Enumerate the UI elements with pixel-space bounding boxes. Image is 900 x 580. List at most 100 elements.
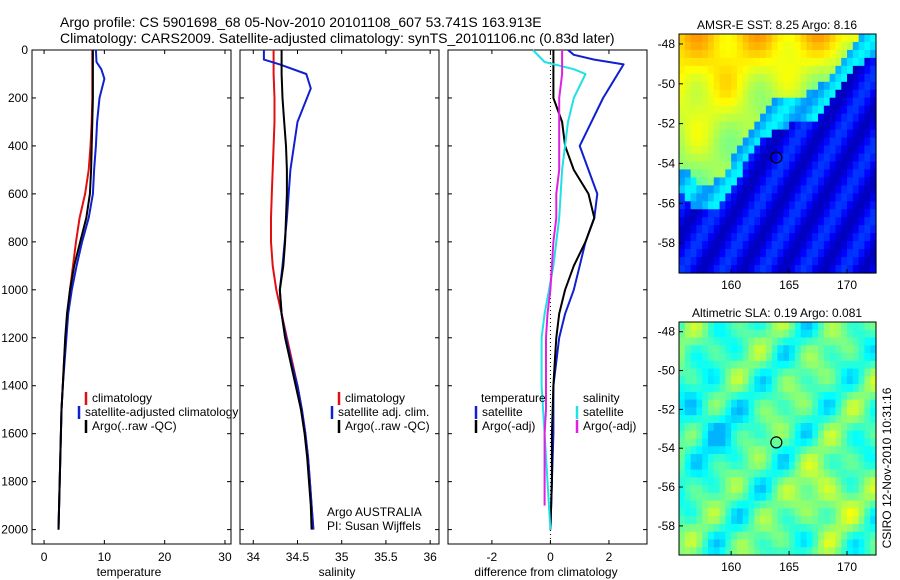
heatmap-cell bbox=[852, 113, 860, 123]
heatmap-cell bbox=[742, 137, 750, 147]
heatmap-cell bbox=[794, 65, 802, 75]
heatmap-cell bbox=[684, 89, 692, 99]
heatmap-cell bbox=[794, 492, 802, 502]
heatmap-cell bbox=[707, 430, 715, 440]
heatmap-cell bbox=[841, 193, 848, 202]
heatmap-cell bbox=[679, 137, 686, 147]
heatmap-cell bbox=[800, 547, 808, 556]
heatmap-cell bbox=[760, 257, 767, 266]
heatmap-cell bbox=[864, 531, 871, 541]
heatmap-cell bbox=[794, 454, 802, 463]
heatmap-cell bbox=[754, 57, 761, 67]
heatmap-cell bbox=[870, 500, 877, 509]
heatmap-cell bbox=[754, 454, 761, 463]
heatmap-cell bbox=[713, 415, 721, 424]
heatmap-cell bbox=[783, 89, 790, 99]
heatmap-cell bbox=[765, 337, 773, 346]
heatmap-cell bbox=[829, 145, 837, 155]
heatmap-cell bbox=[736, 438, 744, 447]
heatmap-cell bbox=[760, 485, 767, 494]
heatmap-cell bbox=[679, 34, 686, 43]
heatmap-cell bbox=[858, 209, 866, 218]
heatmap-cell bbox=[852, 322, 860, 331]
heatmap-cell bbox=[870, 209, 877, 218]
heatmap-cell bbox=[829, 523, 837, 533]
heatmap-cell bbox=[702, 353, 709, 362]
heatmap-cell bbox=[858, 438, 866, 447]
heatmap-cell bbox=[800, 523, 808, 533]
heatmap-cell bbox=[841, 516, 848, 525]
heatmap-cell bbox=[794, 41, 802, 51]
heatmap-cell bbox=[812, 169, 819, 178]
heatmap-cell bbox=[679, 368, 686, 377]
heatmap-cell bbox=[731, 508, 738, 517]
heatmap-cell bbox=[789, 438, 796, 447]
heatmap-cell bbox=[760, 137, 767, 147]
heatmap-cell bbox=[794, 384, 802, 393]
heatmap-cell bbox=[841, 329, 848, 339]
heatmap-cell bbox=[841, 539, 848, 548]
heatmap-cell bbox=[829, 422, 837, 432]
heatmap-cell bbox=[847, 477, 854, 486]
heatmap-cell bbox=[818, 469, 825, 478]
heatmap-cell bbox=[719, 249, 726, 258]
heatmap-cell bbox=[731, 477, 738, 486]
heatmap-cell bbox=[713, 137, 721, 147]
heatmap-cell bbox=[789, 446, 796, 455]
heatmap-cell bbox=[823, 137, 831, 147]
heatmap-cell bbox=[713, 391, 721, 401]
heatmap-cell bbox=[806, 360, 813, 370]
heatmap-cell bbox=[742, 422, 750, 432]
heatmap-cell bbox=[679, 49, 686, 59]
heatmap-cell bbox=[829, 329, 837, 339]
heatmap-cell bbox=[765, 376, 773, 385]
heatmap-cell bbox=[760, 161, 767, 171]
heatmap-cell bbox=[690, 153, 697, 163]
heatmap-cell bbox=[736, 368, 744, 377]
heatmap-cell bbox=[736, 516, 744, 525]
heatmap-cell bbox=[823, 57, 831, 67]
heatmap-cell bbox=[823, 34, 831, 43]
heatmap-cell bbox=[818, 145, 825, 155]
heatmap-cell bbox=[777, 368, 784, 377]
heatmap-cell bbox=[696, 49, 703, 59]
heatmap-cell bbox=[812, 249, 819, 258]
heatmap-cell bbox=[748, 469, 755, 478]
heatmap-cell bbox=[783, 415, 790, 424]
heatmap-cell bbox=[818, 547, 825, 556]
heatmap-cell bbox=[765, 469, 773, 478]
heatmap-cell bbox=[736, 137, 744, 147]
heatmap-cell bbox=[818, 233, 825, 242]
legend-header-temperature: temperature bbox=[481, 391, 546, 405]
heatmap-cell bbox=[841, 137, 848, 147]
heatmap-cell bbox=[719, 97, 726, 107]
heatmap-cell bbox=[858, 461, 866, 471]
heatmap-cell bbox=[679, 415, 686, 424]
heatmap-cell bbox=[684, 41, 692, 51]
heatmap-cell bbox=[829, 399, 837, 409]
heatmap-cell bbox=[835, 161, 842, 171]
heatmap-cell bbox=[800, 531, 808, 541]
heatmap-cell bbox=[684, 257, 692, 266]
heatmap-cell bbox=[818, 422, 825, 432]
heatmap-cell bbox=[771, 523, 779, 533]
heatmap-cell bbox=[679, 105, 686, 115]
heatmap-cell bbox=[841, 233, 848, 242]
heatmap-cell bbox=[812, 145, 819, 155]
heatmap-cell bbox=[852, 516, 860, 525]
heatmap-cell bbox=[800, 368, 808, 377]
heatmap-cell bbox=[852, 225, 860, 234]
heatmap-cell bbox=[777, 265, 784, 274]
argo-location-marker bbox=[770, 436, 783, 449]
heatmap-cell bbox=[829, 485, 837, 494]
heatmap-cell bbox=[852, 89, 860, 99]
heatmap-cell bbox=[806, 129, 813, 139]
heatmap-cell bbox=[690, 322, 697, 331]
heatmap-cell bbox=[829, 438, 837, 447]
heatmap-cell bbox=[829, 201, 837, 210]
heatmap-cell bbox=[713, 113, 721, 123]
heatmap-cell bbox=[696, 65, 703, 75]
heatmap-cell bbox=[771, 257, 779, 266]
heatmap-cell bbox=[696, 322, 703, 331]
heatmap-cell bbox=[696, 73, 703, 83]
